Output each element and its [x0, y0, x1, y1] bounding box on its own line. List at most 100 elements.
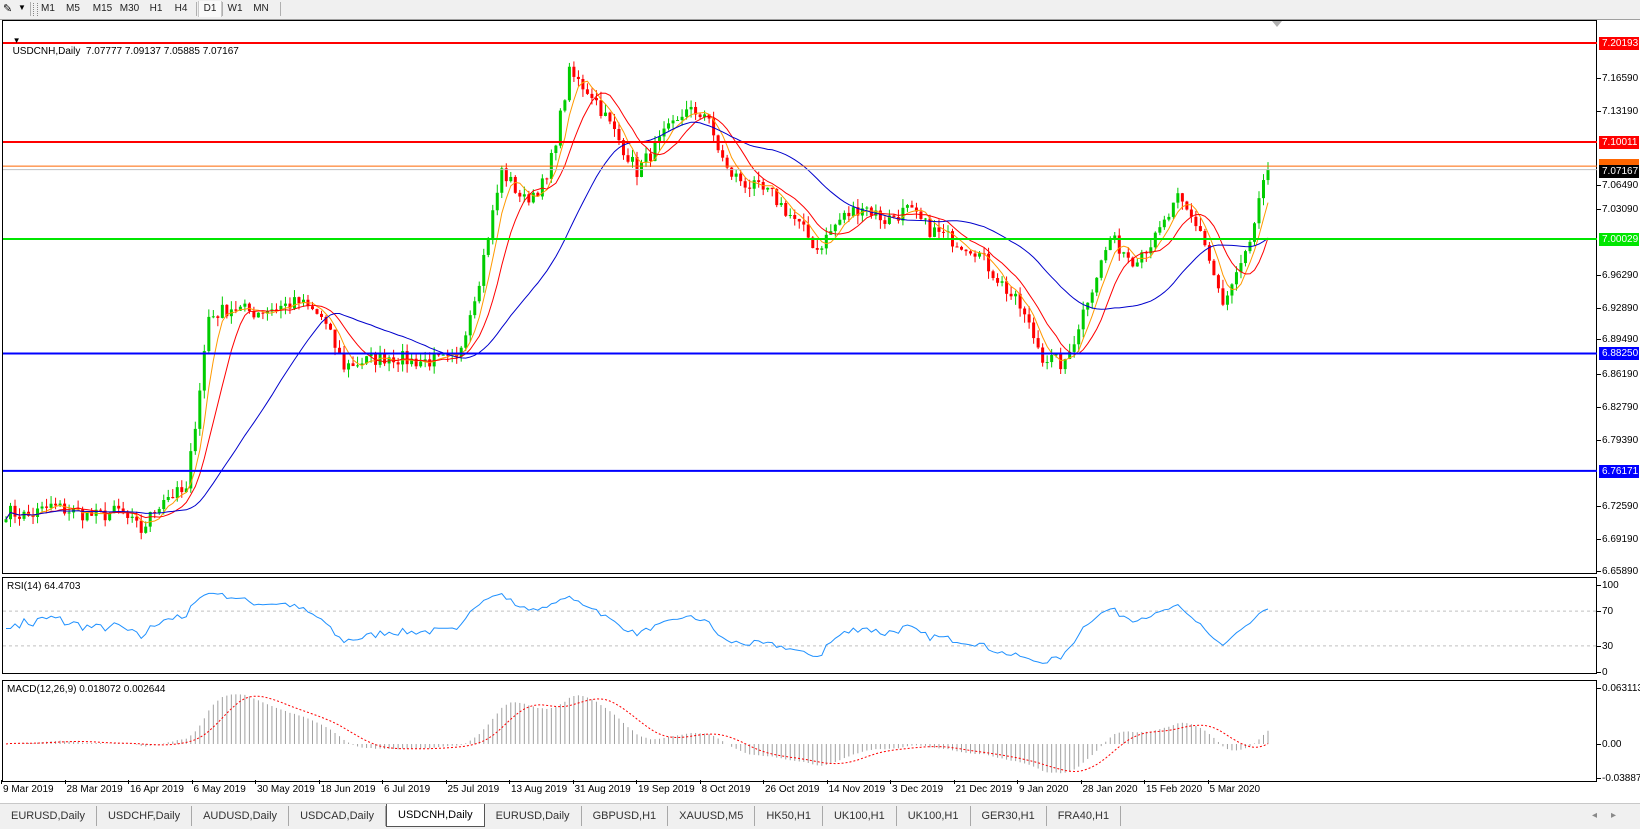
candle [342, 345, 346, 373]
macd-header: MACD(12,26,9) 0.018072 0.002644 [7, 684, 166, 695]
chart-tab[interactable]: USDCAD,Daily [289, 806, 387, 826]
timeframe-w1[interactable]: W1 [227, 3, 243, 14]
candle [333, 329, 337, 356]
rsi-pane[interactable] [2, 577, 1597, 674]
tab-scroll-arrows[interactable]: ◂▸ [1592, 810, 1630, 821]
line-studies-icon[interactable]: ✎ [3, 3, 13, 15]
candle [279, 300, 283, 319]
candle [1216, 273, 1220, 293]
candle [793, 209, 797, 226]
candle [171, 489, 175, 499]
candle [351, 356, 355, 367]
price-axis-label: 7.13190 [1596, 106, 1639, 118]
candle [1086, 302, 1090, 317]
date-axis-label: 21 Dec 2019 [953, 780, 1013, 795]
candle [315, 308, 319, 315]
candle [766, 187, 770, 193]
candle [833, 223, 837, 237]
candle [883, 216, 887, 229]
chart-tab[interactable]: AUDUSD,Daily [192, 806, 290, 826]
candle [103, 502, 107, 527]
chart-tab[interactable]: HK50,H1 [755, 806, 823, 826]
chart-tab[interactable]: USDCHF,Daily [97, 806, 193, 826]
candle [545, 177, 549, 185]
candle [680, 109, 684, 126]
timeframe-h1[interactable]: H1 [149, 3, 163, 14]
chart-tab[interactable]: EURUSD,Daily [0, 806, 97, 826]
scroll-right-icon[interactable]: ▸ [1610, 810, 1630, 821]
candle [973, 250, 977, 263]
candle [76, 500, 80, 511]
candle [730, 166, 734, 180]
candle [464, 331, 468, 352]
scroll-left-icon[interactable]: ◂ [1591, 810, 1611, 821]
rsi-axis-label: 70 [1596, 606, 1614, 618]
candle [347, 359, 351, 378]
chart-tab[interactable]: GER30,H1 [971, 806, 1047, 826]
candle [45, 498, 49, 513]
chart-tab[interactable]: GBPUSD,H1 [582, 806, 669, 826]
candle [1117, 228, 1121, 261]
candle [761, 178, 765, 196]
timeframe-m30[interactable]: M30 [119, 3, 140, 14]
chart-tab[interactable]: UK100,H1 [897, 806, 971, 826]
candle [329, 322, 333, 331]
candle [991, 269, 995, 281]
candle [1203, 228, 1207, 247]
chart-tab[interactable]: USDCNH,Daily [386, 804, 485, 827]
candle [1018, 287, 1022, 317]
candle [518, 189, 522, 203]
candle [1126, 247, 1130, 264]
rsi-axis-label: 100 [1597, 580, 1619, 591]
chart-tab[interactable]: XAUUSD,M5 [668, 806, 756, 826]
chart-shift-marker-icon[interactable] [1272, 21, 1282, 27]
candle [1158, 221, 1162, 236]
date-axis-label: 5 Mar 2020 [1207, 780, 1261, 795]
candle [1248, 237, 1252, 254]
candle [806, 216, 810, 239]
candle [540, 174, 544, 200]
candle [698, 112, 702, 120]
candle [630, 149, 634, 168]
macd-pane[interactable] [2, 680, 1597, 782]
candle [356, 356, 360, 368]
candle [1023, 306, 1027, 323]
timeframe-m5[interactable]: M5 [66, 3, 80, 14]
candle [1063, 358, 1067, 374]
timeframe-h4[interactable]: H4 [174, 3, 188, 14]
timeframe-m15[interactable]: M15 [92, 3, 113, 14]
candle [198, 382, 202, 436]
candle [513, 175, 517, 194]
timeframe-m1[interactable]: M1 [41, 3, 55, 14]
candle [193, 421, 197, 455]
candle [1252, 221, 1256, 246]
candle [1176, 187, 1180, 209]
main-chart-pane[interactable] [2, 20, 1597, 574]
candle [531, 189, 535, 204]
candle [1149, 239, 1153, 259]
candle [1104, 246, 1108, 264]
dropdown-arrow-icon[interactable]: ▼ [18, 3, 26, 12]
price-axis-label: 6.65890 [1596, 565, 1639, 577]
date-axis-label: 31 Aug 2019 [572, 780, 631, 795]
date-axis-label: 26 Oct 2019 [762, 780, 820, 795]
chart-tab[interactable]: UK100,H1 [823, 806, 897, 826]
chart-tab[interactable]: EURUSD,Daily [485, 806, 582, 826]
candle [1239, 254, 1243, 279]
date-axis-label: 3 Dec 2019 [889, 780, 944, 795]
candle [72, 505, 76, 519]
timeframe-mn[interactable]: MN [253, 3, 269, 14]
macd-axis-label: 0.00 [1596, 739, 1622, 750]
toolbar-grip[interactable] [33, 3, 38, 16]
timeframe-d1[interactable]: D1 [198, 1, 222, 17]
candle [292, 290, 296, 311]
candle [1090, 289, 1094, 309]
candle [923, 217, 927, 225]
candle [603, 103, 607, 117]
price-axis-label: 6.92890 [1596, 303, 1639, 315]
collapse-triangle-icon[interactable]: ▼ [12, 36, 21, 45]
candle [477, 281, 481, 304]
chart-tab[interactable]: FRA40,H1 [1047, 806, 1122, 826]
date-axis-label: 13 Aug 2019 [508, 780, 568, 795]
candle [1221, 279, 1225, 307]
